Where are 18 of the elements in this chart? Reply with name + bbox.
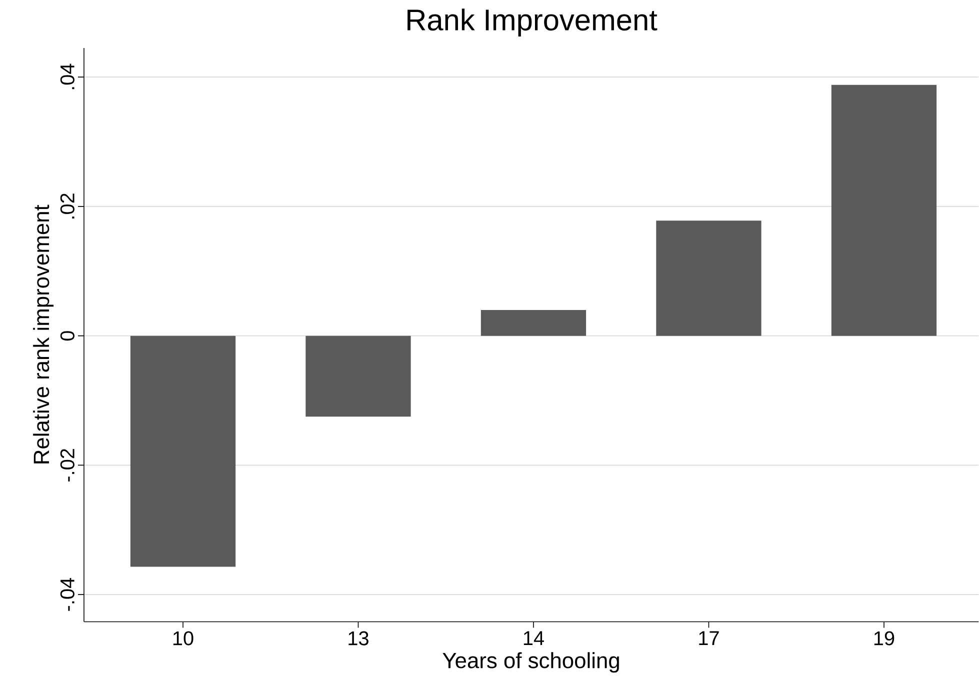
y-tick-label: -.04 xyxy=(60,578,74,611)
bar xyxy=(656,220,762,336)
y-tick-label: .02 xyxy=(60,194,74,219)
x-tick-label: 14 xyxy=(524,631,544,646)
chart-title: Rank Improvement xyxy=(408,8,658,37)
bar xyxy=(306,336,411,417)
y-tick-label: -.02 xyxy=(60,449,74,482)
x-tick-label: 17 xyxy=(699,631,719,646)
bar xyxy=(130,336,236,567)
x-tick-label: 10 xyxy=(173,631,194,646)
x-tick-label: 13 xyxy=(348,631,368,646)
bar xyxy=(831,84,937,336)
bar xyxy=(480,310,586,336)
y-tick-label: 0 xyxy=(60,331,74,341)
x-tick-label: 19 xyxy=(874,631,894,646)
y-axis-title: Relative rank improvement xyxy=(33,204,54,464)
x-axis-title: Years of schooling xyxy=(442,652,619,673)
y-tick-label: .04 xyxy=(60,64,74,90)
